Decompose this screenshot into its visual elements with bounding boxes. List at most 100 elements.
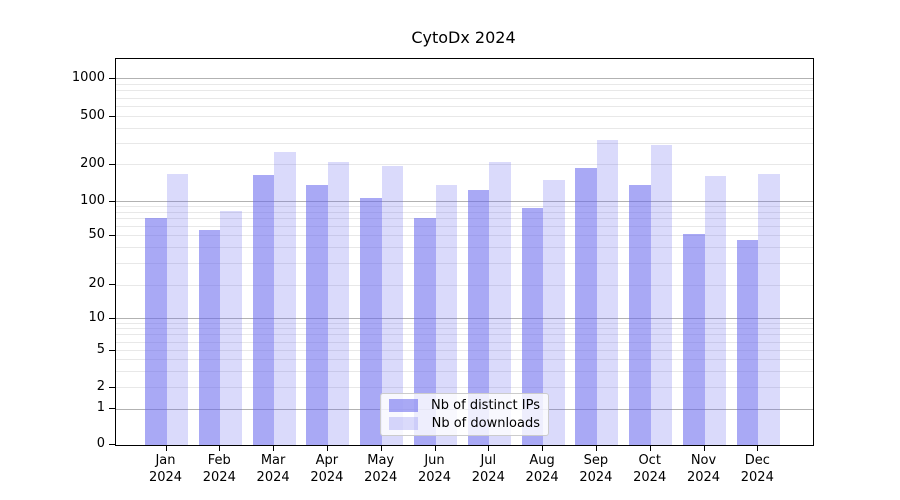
gridline-minor [116,328,813,330]
bar-distinct-ips [145,217,167,445]
x-tick-label: May 2024 [364,453,398,485]
y-tick [109,200,115,202]
bar-distinct-ips [629,184,651,445]
x-tick [165,446,167,451]
y-tick [109,386,115,388]
y-tick [109,284,115,285]
gridline-minor [116,262,813,264]
gridline-minor [116,247,813,249]
x-tick-label: Aug 2024 [525,453,559,485]
y-tick-label: 200 [80,155,105,171]
y-tick [109,77,115,79]
bar-downloads [758,174,780,445]
x-tick-label: Sep 2024 [579,453,613,485]
x-tick-label: Jun 2024 [417,453,452,485]
x-tick [757,446,759,451]
x-tick-label: Apr 2024 [310,453,344,485]
y-tick-label: 5 [96,341,105,357]
x-tick [380,446,382,451]
y-tick [109,349,115,351]
x-tick [434,446,436,451]
x-tick [703,446,705,451]
x-tick [326,446,328,451]
y-tick [109,234,115,236]
y-tick-label: 20 [88,276,105,291]
x-tick-label: Nov 2024 [686,453,721,485]
gridline-major [116,201,813,202]
y-tick-label: 1 [96,400,105,415]
x-tick-label: Jan 2024 [148,453,183,485]
gridline-minor [116,284,813,286]
y-tick-label: 50 [88,226,105,242]
y-tick-label: 0 [96,436,105,451]
legend-label-downloads: Nb of downloads [431,415,540,431]
y-tick-label: 100 [80,192,105,208]
bar-distinct-ips [306,185,328,445]
x-tick-label: Mar 2024 [256,453,290,485]
gridline-minor [116,235,813,236]
bar-distinct-ips [414,218,436,445]
bar-distinct-ips [467,190,490,445]
gridline-minor [116,142,813,144]
legend-label-distinct-ips: Nb of distinct IPs [431,398,540,414]
bar-distinct-ips [736,240,759,445]
chart-title: CytoDx 2024 [411,28,516,47]
legend: Nb of distinct IPs Nb of downloads [380,393,549,436]
gridline-minor [116,90,813,92]
x-tick [488,446,490,451]
gridline-minor [116,83,813,85]
x-tick [542,446,544,451]
legend-item-downloads: Nb of downloads [389,416,540,431]
legend-swatch-distinct-ips [389,399,418,413]
gridline-major [116,318,813,319]
gridline-minor [116,387,813,388]
bar-downloads [543,179,565,445]
gridline-minor [116,359,813,360]
bar-distinct-ips [521,208,544,445]
gridline-major [116,78,813,79]
gridline-minor [116,322,813,324]
gridline-minor [116,97,813,99]
gridline-minor [116,206,813,208]
bar-downloads [327,161,350,445]
plot-area [115,58,814,446]
bar-downloads [650,145,673,445]
bar-downloads [220,211,242,445]
bar-distinct-ips [252,174,275,445]
gridline-minor [116,127,813,129]
bar-distinct-ips [575,168,597,445]
bar-distinct-ips [360,197,382,445]
x-tick [273,446,275,451]
bar-downloads [274,151,296,445]
gridline-minor [116,116,813,117]
gridline-minor [116,226,813,228]
bar-distinct-ips [198,229,221,445]
x-tick-label: Jul 2024 [471,453,505,485]
gridline-minor [116,106,813,107]
gridline-minor [116,211,813,213]
gridline-minor [116,350,813,351]
gridline-minor [116,218,813,220]
bar-downloads [596,139,619,445]
y-tick-label: 10 [88,309,105,325]
bar-downloads [166,174,188,445]
gridline-minor [116,334,813,336]
x-tick-label: Oct 2024 [633,453,667,485]
x-tick-label: Dec 2024 [740,453,774,485]
y-tick [109,317,115,319]
y-tick [109,444,115,445]
bar-downloads [704,176,726,445]
bar-downloads [489,162,511,445]
y-tick [109,115,115,117]
x-tick [649,446,651,451]
gridline-minor [116,164,813,165]
bar-downloads [435,185,457,445]
gridline-minor [116,370,813,372]
gridline-minor [116,341,813,343]
y-tick [109,163,115,165]
x-tick-label: Feb 2024 [202,453,236,485]
y-tick-label: 1000 [71,69,105,85]
bar-downloads [381,165,404,445]
y-tick-label: 500 [80,107,105,123]
legend-item-distinct-ips: Nb of distinct IPs [389,398,540,413]
